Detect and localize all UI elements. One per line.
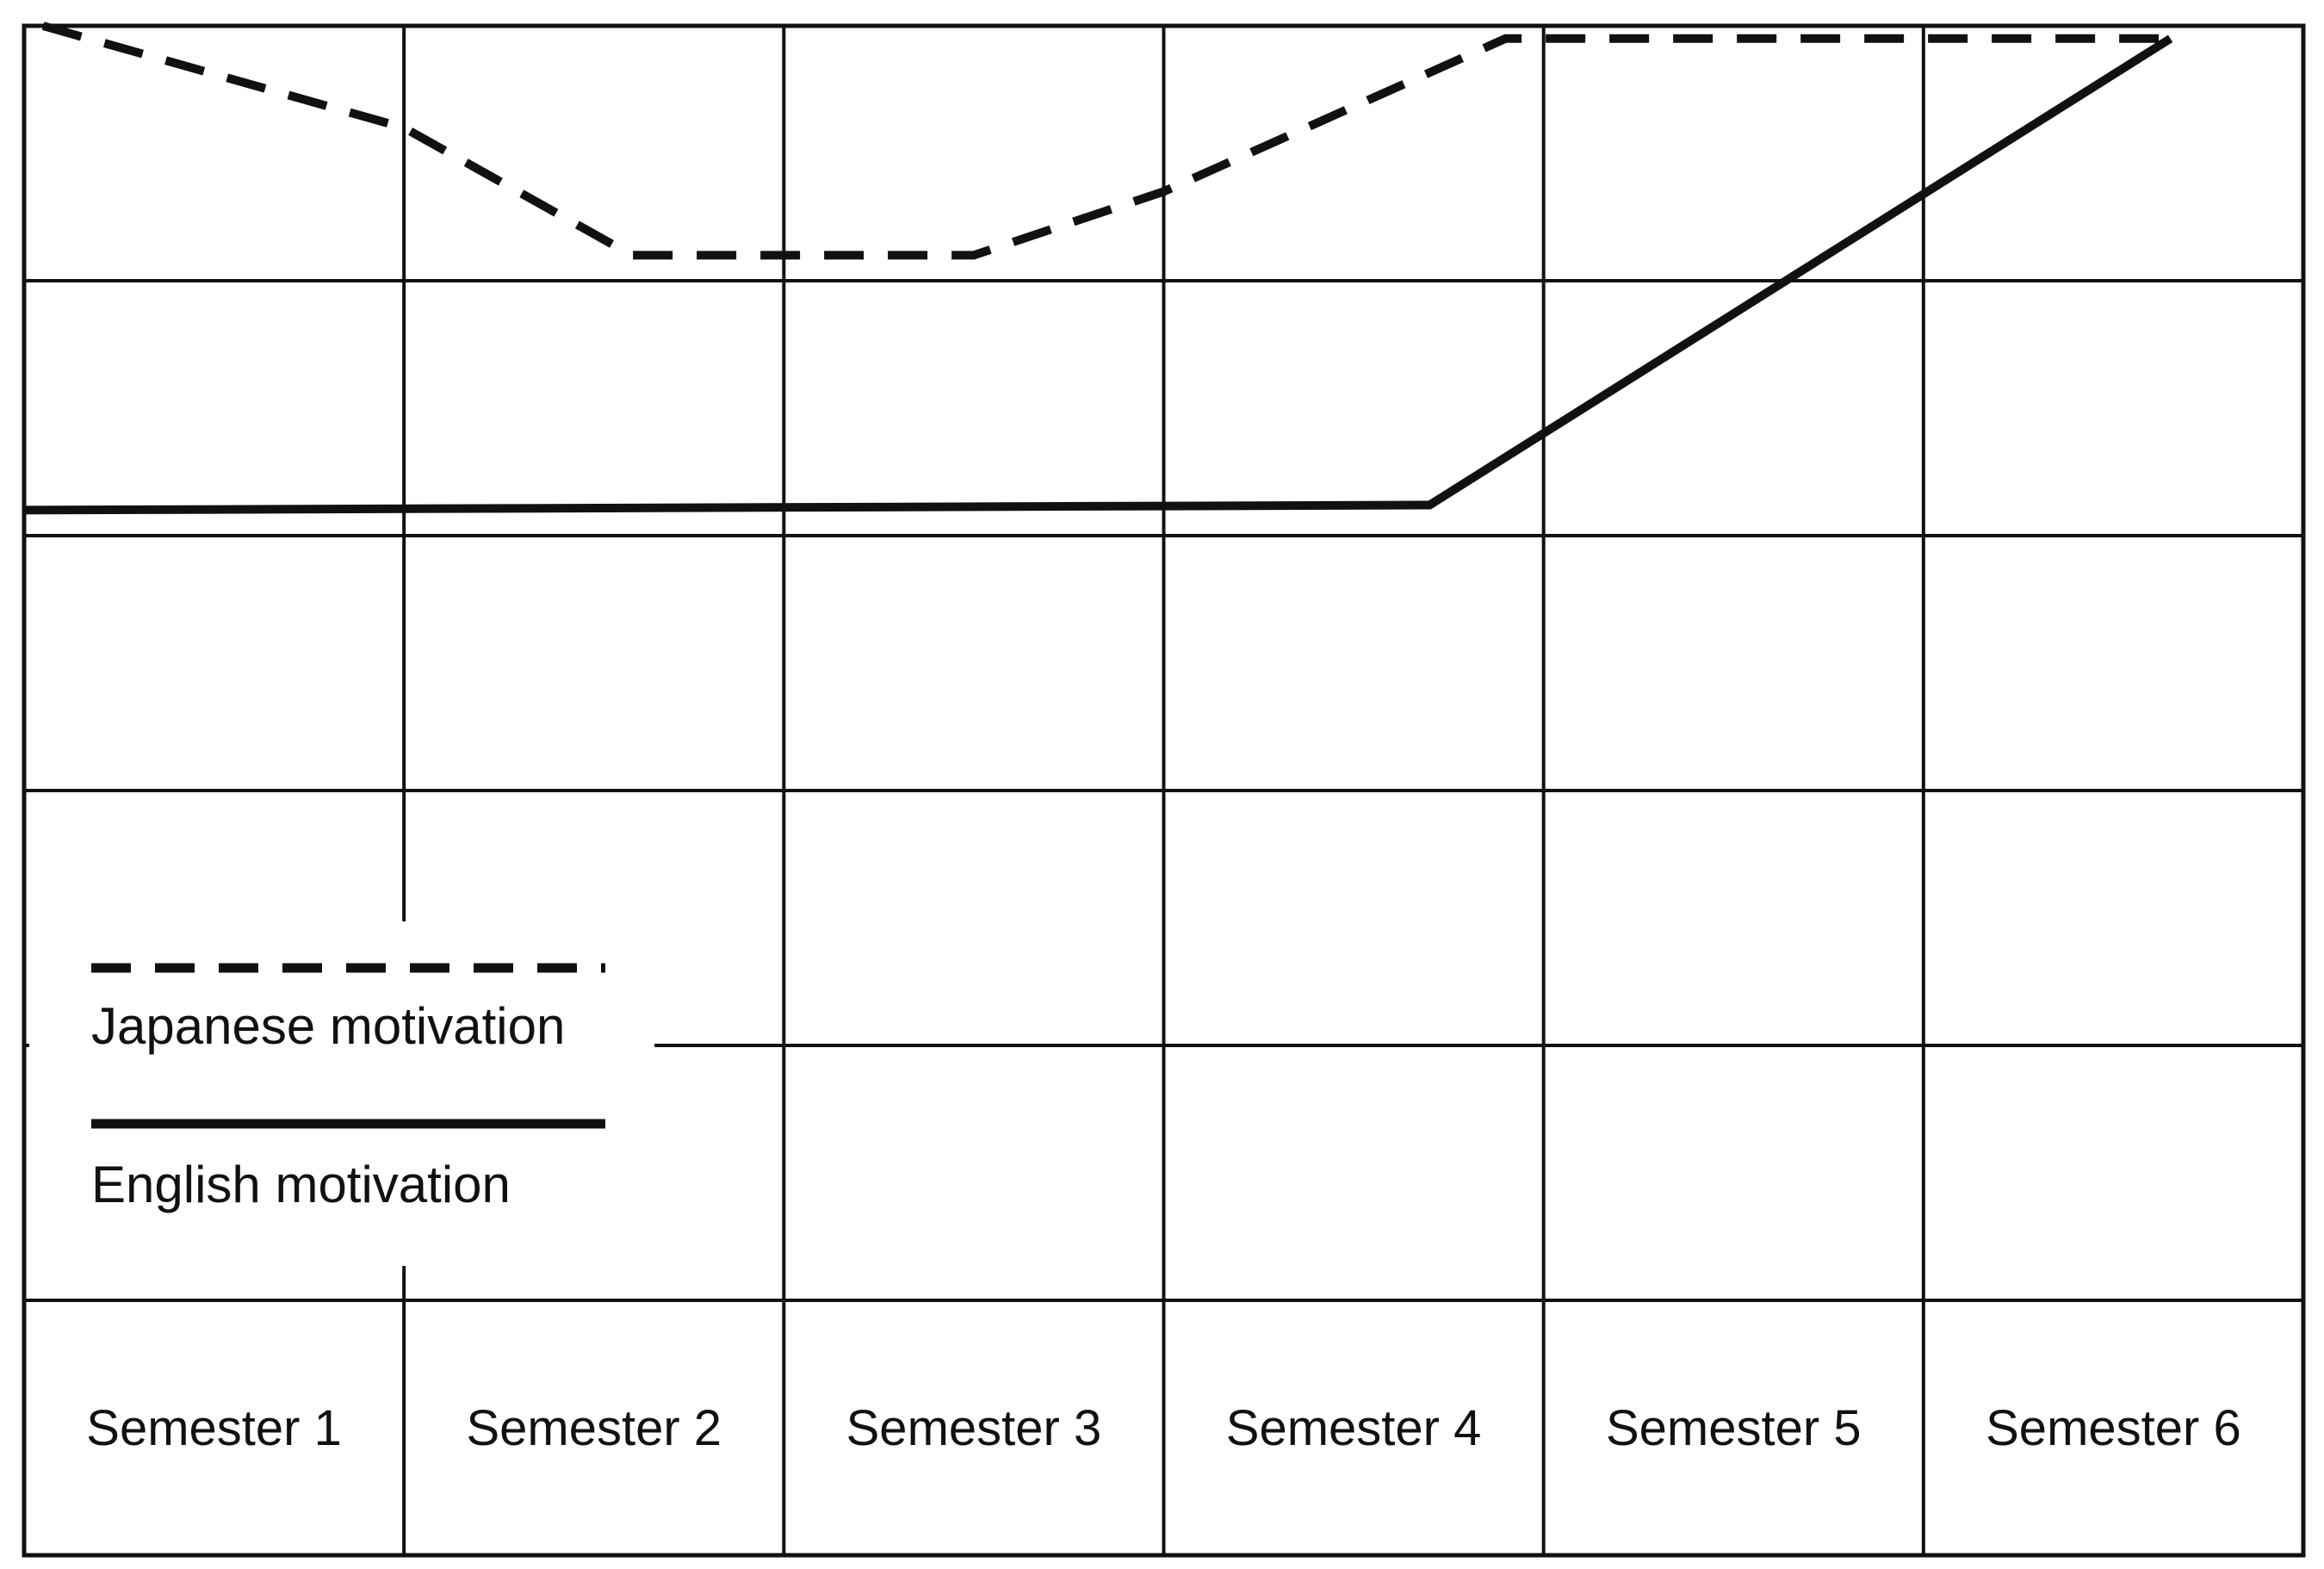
english-motivation-line [23,34,2173,515]
semester-label: Semester 5 [1606,1400,1862,1456]
semester-label: Semester 1 [86,1400,342,1456]
semester-label: Semester 3 [846,1400,1102,1456]
legend-background [29,921,654,1266]
semester-label: Semester 2 [466,1400,722,1456]
semester-label-row: Semester 1 Semester 2 Semester 3 Semester 4… [86,1400,2240,1456]
japanese-motivation-line [41,22,2171,260]
legend-label-japanese: Japanese motivation [91,997,565,1055]
semester-label: Semester 4 [1226,1400,1482,1456]
series-lines [23,22,2173,515]
grid [22,23,2306,1558]
semester-label: Semester 6 [1986,1400,2241,1456]
legend-label-english: English motivation [91,1156,511,1213]
legend: Japanese motivation English motivation [29,921,654,1266]
